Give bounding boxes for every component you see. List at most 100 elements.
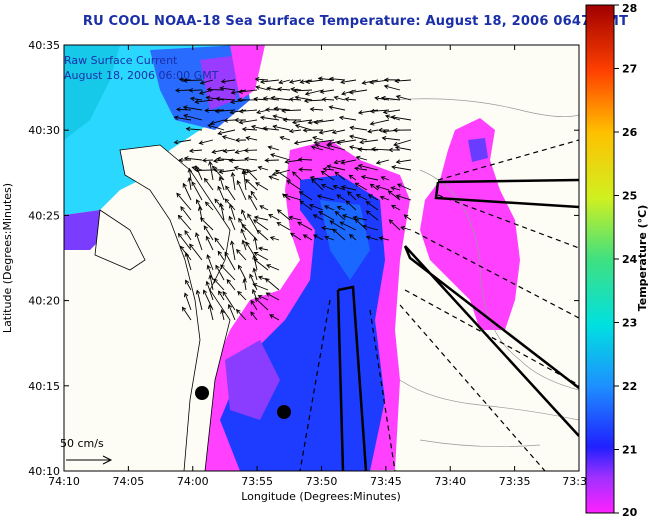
x-tick-label: 73:35 <box>499 475 531 488</box>
current-vector-head <box>297 221 302 226</box>
current-vector-head <box>218 290 223 296</box>
current-vector-head <box>201 158 207 163</box>
current-vector <box>366 201 379 211</box>
current-vector-head <box>173 115 179 121</box>
current-vector <box>289 98 302 101</box>
current-vector-head <box>224 198 230 204</box>
survey-boxes <box>336 178 579 471</box>
current-vector-head <box>217 250 223 256</box>
current-vector-head <box>340 160 346 165</box>
current-vector <box>205 201 214 211</box>
current-vector <box>270 236 280 241</box>
current-vector <box>212 149 225 153</box>
current-vector <box>345 98 357 101</box>
current-vector-head <box>184 230 189 235</box>
current-vector <box>379 237 390 241</box>
current-vector <box>182 183 192 201</box>
current-vector-head <box>241 209 246 215</box>
current-vector <box>337 139 357 144</box>
current-vector-head <box>244 156 249 162</box>
current-vector <box>248 195 258 211</box>
purple-spot-east <box>468 138 488 162</box>
current-vector <box>381 97 401 101</box>
x-tick-label: 73:45 <box>370 475 402 488</box>
current-vector <box>212 165 225 181</box>
current-vector <box>254 297 269 311</box>
y-tick-label: 40:10 <box>28 465 60 478</box>
current-vector-head <box>284 159 290 165</box>
current-vector <box>246 169 258 181</box>
current-vector <box>224 119 236 122</box>
current-vector-head <box>400 225 406 231</box>
current-vector-head <box>187 176 192 182</box>
current-vector <box>321 227 335 231</box>
current-vector-head <box>233 165 239 171</box>
current-vector <box>206 254 214 271</box>
current-vector <box>188 177 192 191</box>
current-vector-head <box>344 96 350 102</box>
current-vector-head <box>252 219 258 224</box>
current-vector <box>393 139 412 146</box>
current-vector-head <box>289 232 295 237</box>
current-vector <box>200 79 214 84</box>
current-vector <box>298 158 313 161</box>
current-vector-head <box>298 167 303 172</box>
current-vector-head <box>243 148 249 153</box>
current-vector-head <box>241 223 247 229</box>
current-vector-head <box>395 94 401 100</box>
current-vector <box>266 87 280 91</box>
current-vector <box>217 251 225 261</box>
current-vector-head <box>214 198 219 204</box>
current-vector <box>195 232 203 251</box>
current-vector <box>290 232 302 241</box>
current-vector-head <box>394 145 400 151</box>
current-vector <box>209 161 214 181</box>
current-vector <box>342 214 357 221</box>
current-vector <box>380 196 390 201</box>
current-vector <box>263 97 280 101</box>
current-vector-head <box>194 99 200 105</box>
current-vector-head <box>392 127 398 133</box>
current-vector <box>309 204 324 211</box>
current-vector-head <box>313 139 319 145</box>
current-vector-head <box>288 79 294 84</box>
current-vector <box>312 136 324 141</box>
current-vector-head <box>252 283 258 288</box>
current-vector-head <box>310 145 316 150</box>
current-vector <box>326 144 346 151</box>
current-vector-head <box>227 303 233 309</box>
x-tick-label: 73:55 <box>241 475 273 488</box>
current-vector-head <box>198 90 204 95</box>
current-vector <box>218 290 225 301</box>
current-vector-head <box>236 180 241 185</box>
current-vector-head <box>309 107 315 112</box>
current-vector-head <box>382 109 388 115</box>
current-vector <box>220 87 236 91</box>
current-vector-head <box>338 115 344 121</box>
current-vector-head <box>348 145 354 150</box>
current-vector <box>368 129 379 133</box>
current-vector-head <box>207 123 213 129</box>
x-tick-label: 74:05 <box>113 475 145 488</box>
current-vector-head <box>257 275 263 281</box>
current-vector <box>241 209 247 221</box>
current-vector-head <box>197 206 203 212</box>
current-vector <box>299 191 313 201</box>
current-vector <box>362 225 379 231</box>
current-vector-head <box>365 210 371 215</box>
current-vector <box>250 311 258 321</box>
current-vector <box>266 264 280 271</box>
current-vector-head <box>235 137 240 143</box>
y-tick-label: 40:35 <box>28 39 60 52</box>
current-vector <box>265 278 280 291</box>
current-vector <box>253 219 269 231</box>
current-vector-head <box>222 148 228 154</box>
current-vector-head <box>290 87 295 92</box>
current-vector-head <box>191 181 196 187</box>
current-vector-head <box>396 183 402 188</box>
current-vector-head <box>217 185 222 191</box>
current-vector <box>294 139 313 144</box>
current-vector <box>268 146 280 151</box>
current-vector <box>250 300 258 311</box>
current-vector <box>203 225 214 241</box>
